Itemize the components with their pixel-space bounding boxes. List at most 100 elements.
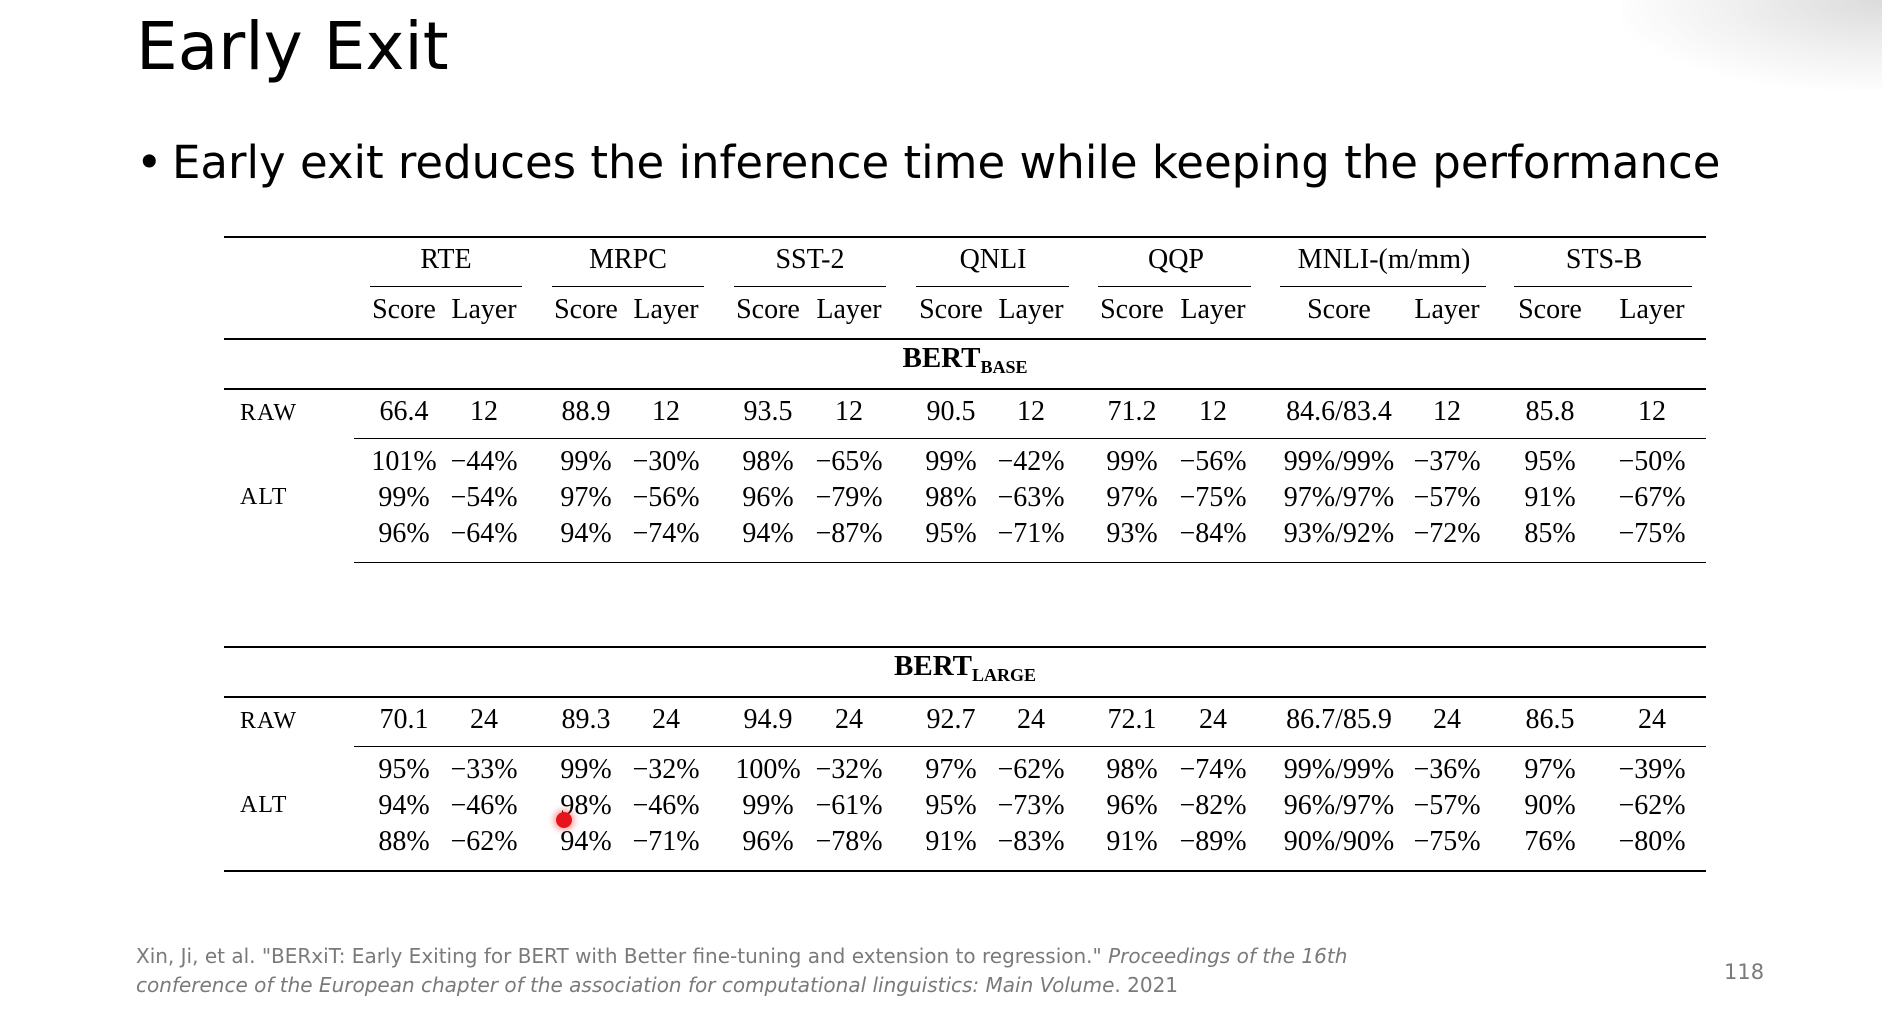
dataset-header: STS-B: [1565, 244, 1643, 275]
raw-score: 72.1: [1107, 704, 1157, 735]
row-label-alt: ALT: [240, 792, 288, 818]
alt-layer: −71%: [632, 826, 700, 857]
alt-layer: −83%: [997, 826, 1065, 857]
alt-score: 101%: [371, 446, 437, 477]
alt-layer: −61%: [815, 790, 883, 821]
raw-score: 93.5: [743, 396, 793, 427]
alt-layer: −82%: [1179, 790, 1247, 821]
alt-layer: −32%: [632, 754, 700, 785]
section-title-main: BERT: [902, 342, 981, 374]
alt-score: 95%: [925, 518, 977, 549]
raw-layer: 12: [1638, 396, 1666, 427]
dataset-header: RTE: [420, 244, 472, 275]
alt-layer: −54%: [450, 482, 518, 513]
section-header-rule: [224, 696, 1706, 698]
alt-score: 99%/99%: [1283, 446, 1395, 477]
raw-score: 86.7/85.9: [1286, 704, 1392, 735]
raw-layer: 24: [1433, 704, 1461, 735]
alt-layer: −42%: [997, 446, 1065, 477]
alt-layer: −84%: [1179, 518, 1247, 549]
alt-score: 97%: [925, 754, 977, 785]
alt-score: 98%: [742, 446, 794, 477]
alt-layer: −30%: [632, 446, 700, 477]
alt-layer: −67%: [1618, 482, 1686, 513]
alt-layer: −56%: [1179, 446, 1247, 477]
raw-score: 85.8: [1525, 396, 1575, 427]
section-title: BERTBASE: [224, 342, 1706, 378]
raw-layer: 24: [1199, 704, 1227, 735]
alt-score: 99%: [560, 446, 612, 477]
pointer-cursor: [556, 812, 572, 828]
alt-score: 90%: [1524, 790, 1576, 821]
alt-layer: −46%: [632, 790, 700, 821]
alt-layer: −56%: [632, 482, 700, 513]
score-header: Score: [736, 294, 800, 325]
column-group-rule: [1514, 286, 1692, 287]
alt-score: 93%/92%: [1283, 518, 1395, 549]
section-title-main: BERT: [894, 650, 972, 682]
table-top-rule: [224, 236, 1706, 238]
alt-score: 96%: [1106, 790, 1158, 821]
slide-title: Early Exit: [136, 8, 449, 85]
alt-layer: −44%: [450, 446, 518, 477]
alt-score: 90%/90%: [1283, 826, 1395, 857]
layer-header: Layer: [1180, 294, 1246, 325]
raw-layer: 12: [1017, 396, 1045, 427]
alt-layer: −64%: [450, 518, 518, 549]
score-header: Score: [372, 294, 436, 325]
alt-score: 100%: [735, 754, 801, 785]
alt-score: 99%/99%: [1283, 754, 1395, 785]
alt-score: 96%/97%: [1283, 790, 1395, 821]
alt-score: 94%: [742, 518, 794, 549]
raw-layer: 12: [1199, 396, 1227, 427]
alt-layer: −75%: [1618, 518, 1686, 549]
alt-score: 99%: [925, 446, 977, 477]
alt-layer: −33%: [450, 754, 518, 785]
raw-layer: 12: [470, 396, 498, 427]
alt-score: 88%: [378, 826, 430, 857]
alt-bottom-rule: [354, 562, 1706, 563]
alt-layer: −78%: [815, 826, 883, 857]
citation-tail: . 2021: [1114, 973, 1179, 997]
alt-layer: −75%: [1413, 826, 1481, 857]
layer-header: Layer: [998, 294, 1064, 325]
alt-score: 95%: [925, 790, 977, 821]
alt-score: 76%: [1524, 826, 1576, 857]
alt-layer: −89%: [1179, 826, 1247, 857]
column-group-rule: [552, 286, 704, 287]
raw-layer: 24: [470, 704, 498, 735]
alt-score: 99%: [1106, 446, 1158, 477]
alt-score: 94%: [378, 790, 430, 821]
section-header-rule: [224, 388, 1706, 390]
bullet-point: • Early exit reduces the inference time w…: [136, 136, 1720, 189]
alt-top-rule: [354, 746, 1706, 747]
alt-score: 97%/97%: [1283, 482, 1395, 513]
raw-layer: 24: [835, 704, 863, 735]
alt-layer: −80%: [1618, 826, 1686, 857]
alt-score: 96%: [378, 518, 430, 549]
alt-layer: −79%: [815, 482, 883, 513]
alt-layer: −73%: [997, 790, 1065, 821]
raw-score: 94.9: [743, 704, 793, 735]
row-label-raw: RAW: [240, 708, 298, 734]
section-title-subscript: BASE: [980, 357, 1028, 377]
score-header: Score: [1307, 294, 1371, 325]
alt-layer: −37%: [1413, 446, 1481, 477]
dataset-header: QQP: [1147, 244, 1204, 275]
column-group-rule: [916, 286, 1069, 287]
score-header: Score: [1518, 294, 1582, 325]
raw-score: 88.9: [561, 396, 611, 427]
alt-score: 97%: [560, 482, 612, 513]
alt-score: 99%: [560, 754, 612, 785]
alt-score: 91%: [1106, 826, 1158, 857]
alt-layer: −32%: [815, 754, 883, 785]
alt-top-rule: [354, 438, 1706, 439]
alt-score: 91%: [925, 826, 977, 857]
column-group-rule: [1098, 286, 1251, 287]
dataset-header: QNLI: [959, 244, 1027, 275]
raw-layer: 24: [1017, 704, 1045, 735]
alt-layer: −72%: [1413, 518, 1481, 549]
raw-layer: 24: [1638, 704, 1666, 735]
alt-score: 93%: [1106, 518, 1158, 549]
alt-layer: −46%: [450, 790, 518, 821]
